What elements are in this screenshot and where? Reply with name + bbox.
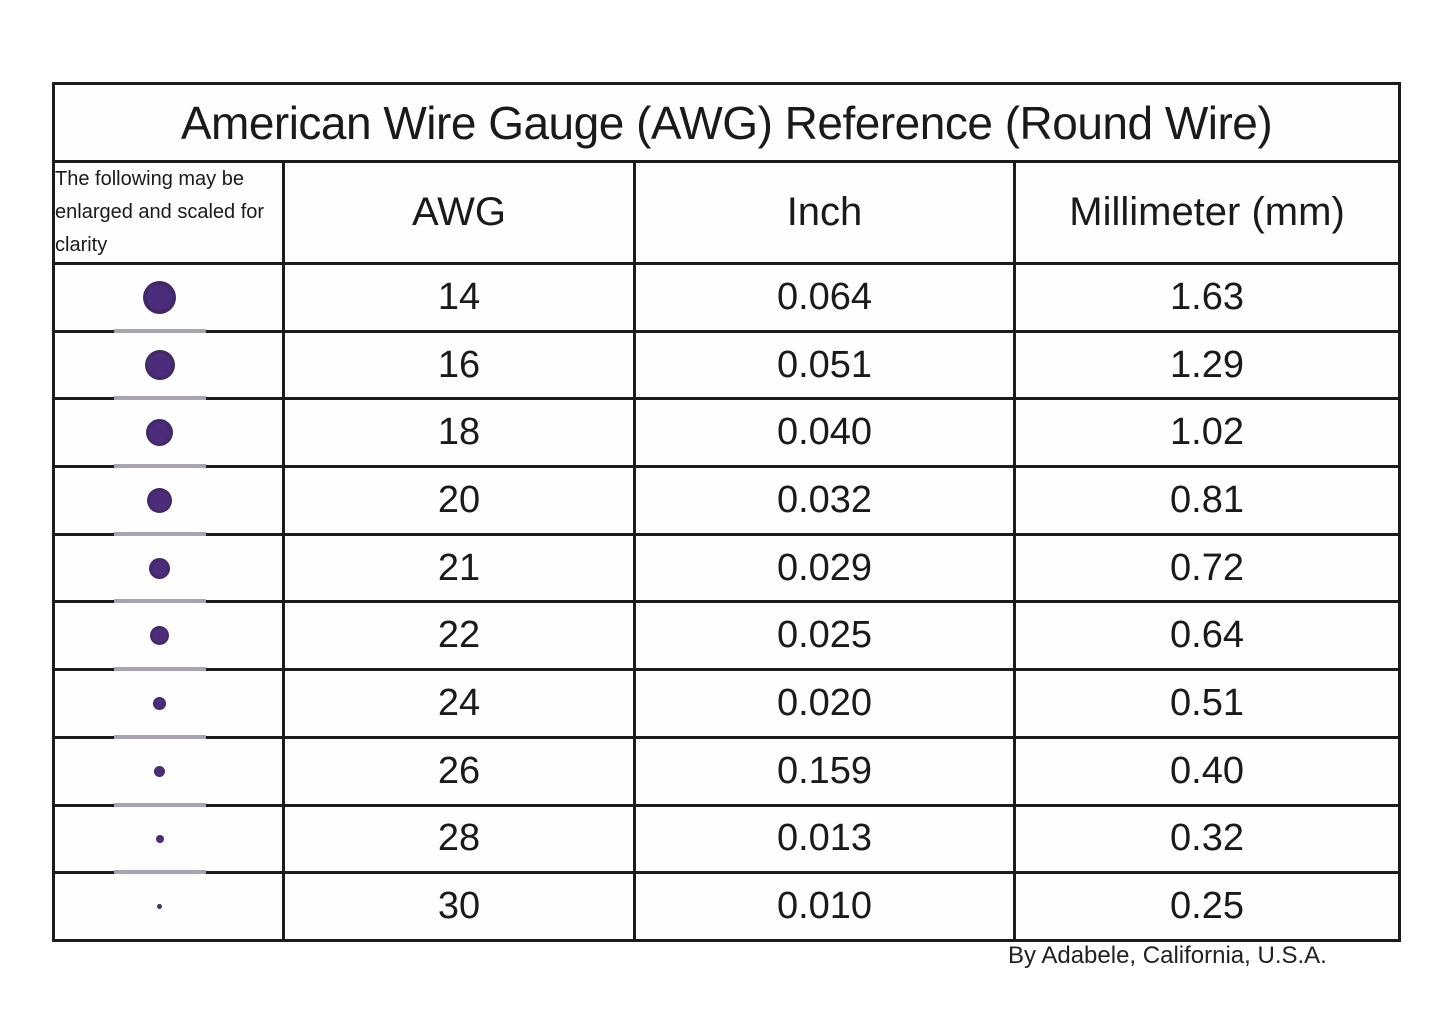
wire-size-cell (52, 532, 285, 604)
awg-value: 16 (282, 329, 636, 401)
dot-underline-rule (113, 531, 206, 536)
awg-value: 24 (282, 668, 636, 739)
dot-underline-rule (113, 328, 206, 333)
table-row: 30 0.010 0.25 (52, 871, 1402, 942)
mm-value: 0.81 (1012, 465, 1402, 536)
mm-value: 0.72 (1012, 532, 1402, 604)
inch-value: 0.013 (633, 803, 1016, 875)
wire-dot-wrap (46, 696, 273, 710)
header-row: The following may be enlarged and scaled… (52, 160, 1402, 265)
table-row: 22 0.025 0.64 (52, 600, 1402, 672)
table-row: 20 0.032 0.81 (52, 465, 1402, 536)
awg-reference-table: American Wire Gauge (AWG) Reference (Rou… (51, 82, 1402, 942)
wire-dot-icon (155, 834, 164, 843)
wire-size-cell (52, 668, 285, 739)
column-header-awg: AWG (282, 160, 636, 265)
wire-dot-wrap (46, 904, 273, 910)
mm-value: 0.40 (1012, 735, 1402, 807)
table-row: 24 0.020 0.51 (52, 668, 1402, 739)
inch-value: 0.064 (633, 262, 1016, 333)
awg-value: 26 (282, 735, 636, 807)
wire-size-cell (52, 735, 285, 807)
wire-size-cell (52, 465, 285, 536)
inch-value: 0.040 (633, 397, 1016, 469)
awg-value: 28 (282, 803, 636, 875)
table-title: American Wire Gauge (AWG) Reference (Rou… (51, 82, 1402, 163)
mm-value: 1.29 (1012, 329, 1402, 401)
wire-dot-icon (144, 350, 175, 381)
wire-dot-icon (150, 626, 169, 646)
awg-value: 21 (282, 532, 636, 604)
mm-value: 0.51 (1012, 668, 1402, 739)
inch-value: 0.029 (633, 532, 1016, 604)
wire-size-cell (52, 803, 285, 875)
inch-value: 0.051 (633, 329, 1016, 401)
wire-size-cell (52, 329, 285, 401)
table-row: 21 0.029 0.72 (52, 532, 1402, 604)
wire-size-cell (52, 262, 285, 333)
column-header-inch: Inch (633, 160, 1016, 265)
scale-note: The following may be enlarged and scaled… (52, 160, 285, 265)
dot-underline-rule (113, 667, 206, 672)
table-row: 14 0.064 1.63 (52, 262, 1402, 333)
awg-value: 30 (282, 871, 636, 942)
wire-dot-icon (154, 765, 165, 777)
wire-dot-wrap (46, 350, 273, 381)
wire-dot-icon (146, 419, 173, 447)
column-header-millimeter: Millimeter (mm) (1012, 160, 1402, 265)
wire-dot-wrap (46, 557, 273, 579)
inch-value: 0.025 (633, 600, 1016, 672)
table-row: 16 0.051 1.29 (52, 329, 1402, 401)
awg-value: 14 (282, 262, 636, 333)
inch-value: 0.010 (633, 871, 1016, 942)
dot-underline-rule (113, 464, 206, 469)
wire-dot-wrap (46, 487, 273, 513)
dot-underline-rule (113, 870, 206, 875)
inch-value: 0.159 (633, 735, 1016, 807)
wire-size-cell (52, 600, 285, 672)
table-row: 28 0.013 0.32 (52, 803, 1402, 875)
wire-dot-wrap (46, 834, 273, 843)
wire-dot-wrap (46, 419, 273, 447)
table-row: 26 0.159 0.40 (52, 735, 1402, 807)
mm-value: 0.32 (1012, 803, 1402, 875)
wire-dot-icon (147, 487, 172, 513)
wire-dot-icon (149, 557, 170, 579)
dot-underline-rule (113, 734, 206, 739)
dot-underline-rule (113, 599, 206, 604)
mm-value: 1.63 (1012, 262, 1402, 333)
table-body: American Wire Gauge (AWG) Reference (Rou… (51, 82, 1402, 942)
table-row: 18 0.040 1.02 (52, 397, 1402, 469)
credit-text: By Adabele, California, U.S.A. (1008, 942, 1327, 969)
wire-dot-icon (157, 904, 162, 910)
wire-dot-wrap (46, 765, 273, 777)
awg-value: 20 (282, 465, 636, 536)
title-row: American Wire Gauge (AWG) Reference (Rou… (51, 82, 1402, 163)
mm-value: 0.64 (1012, 600, 1402, 672)
dot-underline-rule (113, 802, 206, 807)
wire-size-cell (52, 871, 285, 942)
dot-underline-rule (113, 396, 206, 401)
awg-value: 18 (282, 397, 636, 469)
awg-value: 22 (282, 600, 636, 672)
inch-value: 0.020 (633, 668, 1016, 739)
wire-dot-icon (153, 696, 166, 710)
wire-dot-wrap (46, 280, 273, 314)
inch-value: 0.032 (633, 465, 1016, 536)
wire-dot-icon (143, 280, 176, 314)
wire-size-cell (52, 397, 285, 469)
mm-value: 0.25 (1012, 871, 1402, 942)
wire-dot-wrap (46, 626, 273, 646)
mm-value: 1.02 (1012, 397, 1402, 469)
